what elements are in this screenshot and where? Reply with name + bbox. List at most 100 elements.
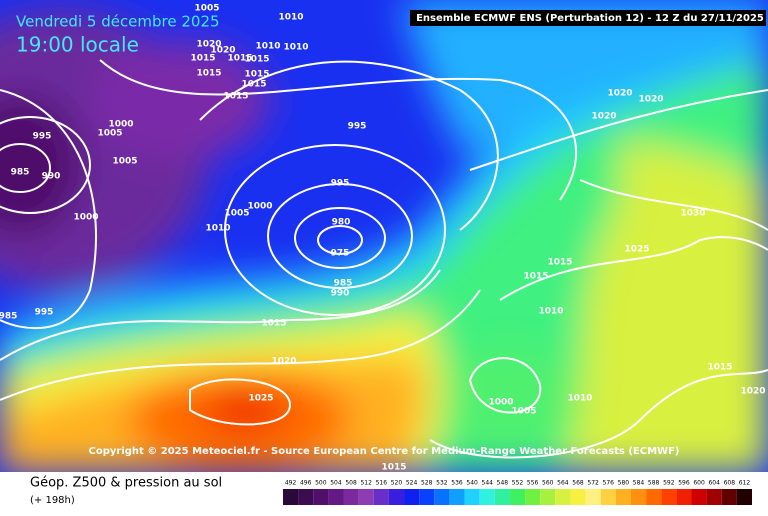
- legend-label: 548: [497, 480, 509, 487]
- isobar-label: 990: [331, 289, 350, 299]
- isobar-label: 1010: [278, 13, 303, 23]
- legend-swatch: [706, 489, 722, 505]
- isobar-label: 1015: [241, 80, 266, 90]
- legend-swatch: [313, 489, 329, 505]
- isobar-label: 1015: [381, 463, 406, 473]
- isobar-label: 1005: [224, 209, 249, 219]
- legend-label: 528: [421, 480, 433, 487]
- isobar-label: 995: [35, 308, 54, 318]
- legend-swatch: [721, 489, 737, 505]
- legend-label: 492: [285, 480, 297, 487]
- legend-swatch: [676, 489, 692, 505]
- isobar-label: 1010: [255, 42, 280, 52]
- legend-swatch: [570, 489, 586, 505]
- isobar-label: 995: [348, 122, 367, 132]
- legend-swatch: [525, 489, 541, 505]
- legend-swatch: [555, 489, 571, 505]
- isobar-label: 1015: [244, 70, 269, 80]
- isobar-label: 990: [42, 172, 61, 182]
- legend-swatch: [358, 489, 374, 505]
- model-label: Ensemble ECMWF ENS (Perturbation 12) - 1…: [416, 13, 764, 24]
- isobar-label: 980: [332, 218, 351, 228]
- legend-swatch: [328, 489, 344, 505]
- legend-swatch: [691, 489, 707, 505]
- legend-swatch: [404, 489, 420, 505]
- legend-swatch: [298, 489, 314, 505]
- legend: 492 496 500 504 508 512 516 520 524 528 532 536 540 5…: [283, 480, 752, 505]
- legend-swatch: [388, 489, 405, 505]
- isobar-label: 1000: [108, 120, 133, 130]
- legend-swatch: [494, 489, 510, 505]
- isobar-label: 1015: [190, 54, 215, 64]
- isobar-label: 1020: [607, 89, 632, 99]
- isobar-label: 1020: [591, 112, 616, 122]
- legend-swatch: [479, 489, 495, 505]
- legend-label: 500: [315, 480, 327, 487]
- isobar-label: 1000: [247, 202, 272, 212]
- legend-label: 540: [466, 480, 478, 487]
- legend-swatch: [615, 489, 631, 505]
- isobar-label: 985: [0, 312, 17, 322]
- legend-swatch: [646, 489, 662, 505]
- isobar-label: 995: [33, 132, 52, 142]
- isobar-label: 1025: [624, 245, 649, 255]
- footer-lead: (+ 198h): [30, 495, 75, 506]
- isobar-label: 1015: [261, 319, 286, 329]
- legend-label: 556: [527, 480, 539, 487]
- legend-label: 568: [572, 480, 584, 487]
- date: Vendredi 5 décembre 2025: [16, 13, 220, 31]
- legend-label: 584: [633, 480, 645, 487]
- copyright: Copyright © 2025 Meteociel.fr - Source E…: [89, 446, 680, 457]
- legend-label: 520: [391, 480, 403, 487]
- isobar-label: 1010: [538, 307, 563, 317]
- isobar-label: 985: [11, 168, 30, 178]
- legend-swatch: [434, 489, 450, 505]
- legend-swatch: [600, 489, 616, 505]
- legend-label: 516: [376, 480, 388, 487]
- isobar-label: 1020: [210, 46, 235, 56]
- isobar-label: 1020: [196, 40, 221, 50]
- isobar-label: 975: [331, 249, 350, 259]
- legend-swatch: [585, 489, 601, 505]
- isobar-label: 1005: [97, 129, 122, 139]
- legend-swatch: [630, 489, 647, 505]
- isobar-label: 1020: [271, 357, 296, 367]
- model-box: [410, 10, 766, 26]
- isobar-label: 1010: [205, 224, 230, 234]
- isobar-label: 1015: [523, 272, 548, 282]
- time: 19:00 locale: [16, 33, 139, 57]
- legend-label: 524: [406, 480, 418, 487]
- isobar-label: 1015: [707, 363, 732, 373]
- legend-label: 612: [739, 480, 751, 487]
- legend-swatch: [661, 489, 677, 505]
- legend-swatch: [509, 489, 526, 505]
- footer-title: Géop. Z500 & pression au sol: [30, 476, 222, 491]
- legend-label: 496: [300, 480, 312, 487]
- legend-label: 572: [587, 480, 599, 487]
- legend-label: 580: [618, 480, 630, 487]
- legend-swatch: [419, 489, 435, 505]
- isobar-label: 1000: [488, 398, 513, 408]
- legend-label: 576: [603, 480, 615, 487]
- isobar-label: 1020: [740, 387, 765, 397]
- isobar-label: 985: [334, 279, 353, 289]
- isobar-label: 1000: [73, 213, 98, 223]
- legend-label: 536: [451, 480, 463, 487]
- isobar-label: 1015: [196, 69, 221, 79]
- legend-label: 588: [648, 480, 660, 487]
- legend-swatch: [343, 489, 359, 505]
- legend-label: 508: [345, 480, 357, 487]
- isobar-label: 1015: [223, 92, 248, 102]
- legend-label: 544: [482, 480, 494, 487]
- isobar-label: 1005: [112, 157, 137, 167]
- isobar-label: 1015: [547, 258, 572, 268]
- isobar-label: 1020: [638, 95, 663, 105]
- legend-label: 604: [708, 480, 720, 487]
- isobar-label: 1025: [248, 394, 273, 404]
- legend-swatch: [736, 489, 752, 505]
- field: [0, 0, 768, 472]
- legend-label: 532: [436, 480, 448, 487]
- legend-swatch: [283, 489, 299, 505]
